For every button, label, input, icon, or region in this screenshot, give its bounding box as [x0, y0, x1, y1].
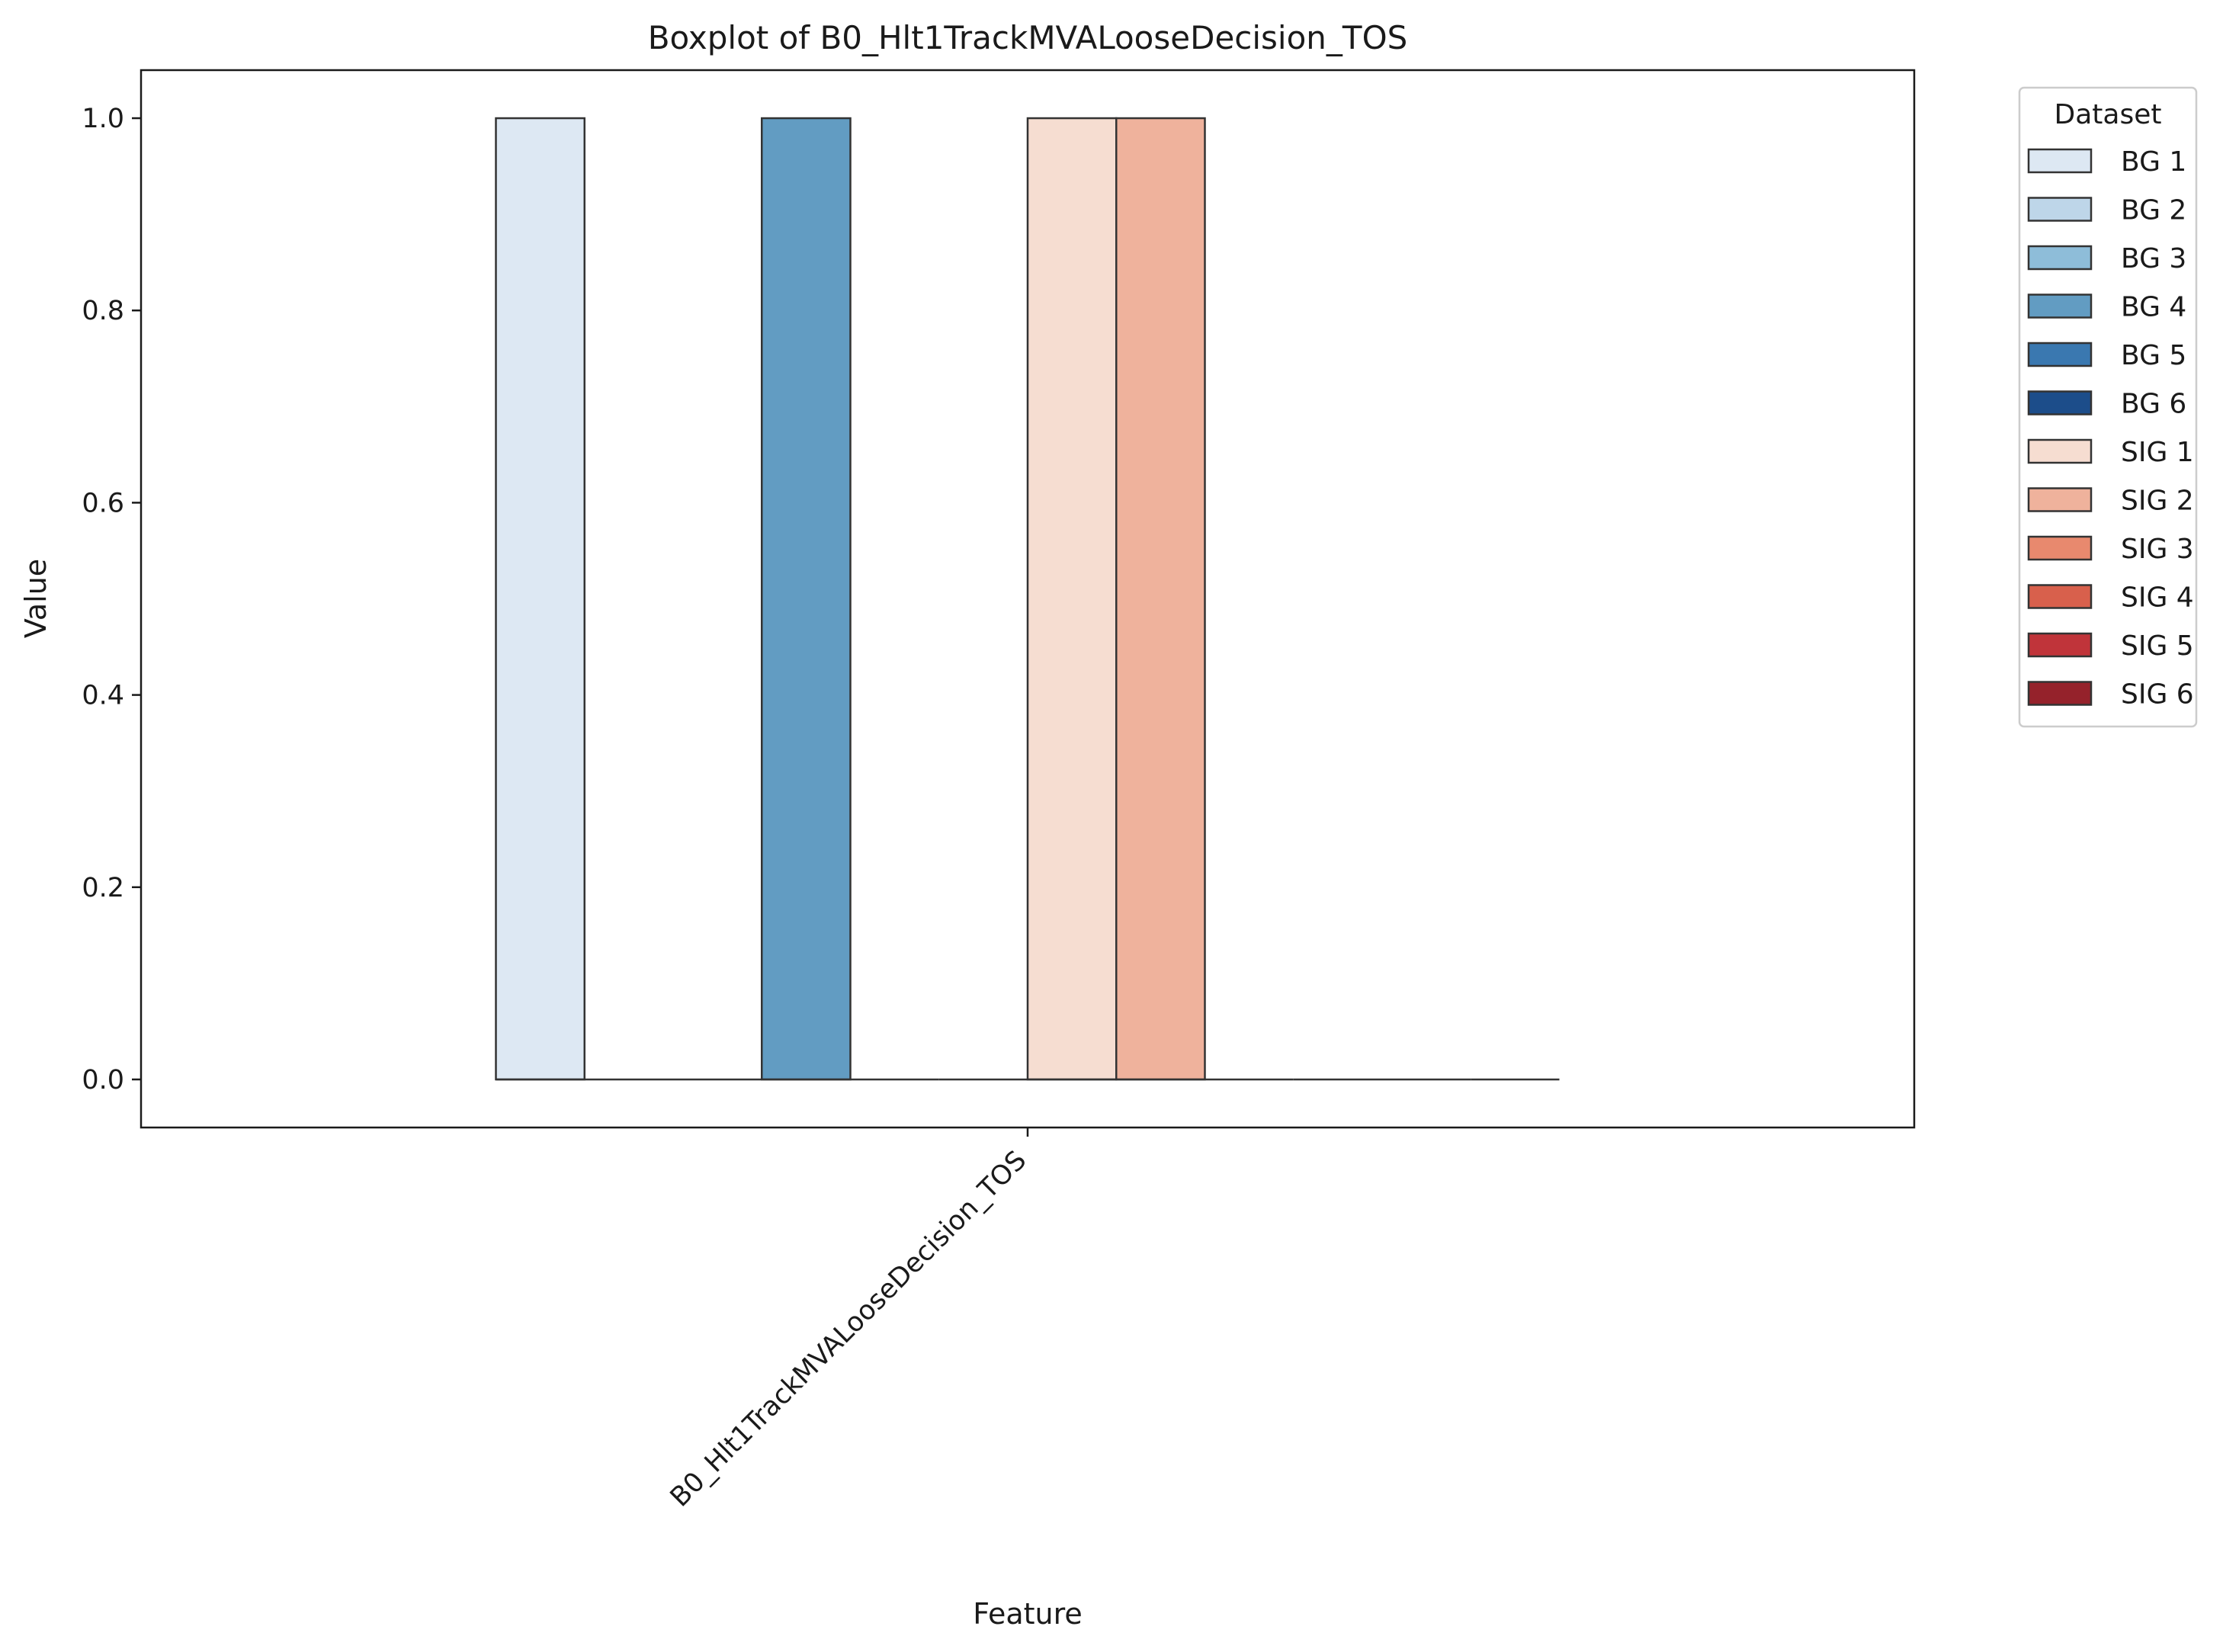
legend-label-sig-4: SIG 4 — [2121, 582, 2194, 614]
legend-swatch-sig-2 — [2027, 487, 2093, 512]
legend-label-sig-2: SIG 2 — [2121, 486, 2194, 517]
y-tick-label: 0.4 — [82, 681, 124, 711]
y-tick-label: 1.0 — [82, 104, 124, 134]
y-tick-label: 0.6 — [82, 488, 124, 518]
legend-label-bg-1: BG 1 — [2121, 146, 2186, 178]
legend-swatch-bg-2 — [2027, 197, 2093, 222]
y-axis-label: Value — [19, 559, 53, 638]
legend-swatch-bg-4 — [2027, 294, 2093, 319]
legend-swatch-bg-5 — [2027, 342, 2093, 367]
y-tick-label: 0.8 — [82, 296, 124, 326]
legend-swatch-sig-6 — [2027, 681, 2093, 706]
x-tick-label: B0_Hlt1TrackMVALooseDecision_TOS — [665, 1145, 1033, 1513]
box-bg-1 — [495, 117, 585, 1081]
y-tick-label: 0.2 — [82, 873, 124, 903]
legend-label-sig-1: SIG 1 — [2121, 437, 2194, 468]
legend-label-bg-3: BG 3 — [2121, 243, 2186, 274]
x-axis-label: Feature — [973, 1597, 1083, 1631]
legend-swatch-bg-3 — [2027, 245, 2093, 271]
legend-label-bg-6: BG 6 — [2121, 389, 2186, 420]
legend-title: Dataset — [2055, 99, 2162, 130]
legend-swatch-bg-1 — [2027, 148, 2093, 174]
legend-label-bg-4: BG 4 — [2121, 292, 2186, 323]
legend-label-sig-6: SIG 6 — [2121, 679, 2194, 711]
legend-swatch-bg-6 — [2027, 390, 2093, 415]
legend-swatch-sig-1 — [2027, 438, 2093, 464]
legend: Dataset BG 1 BG 2 BG 3 BG 4 BG 5 BG 6 SIG 1 SIG … — [2018, 86, 2198, 728]
legend-swatch-sig-5 — [2027, 632, 2093, 658]
chart-title: Boxplot of B0_Hlt1TrackMVALooseDecision_… — [648, 19, 1408, 56]
box-sig-1 — [1026, 117, 1118, 1081]
legend-swatch-sig-4 — [2027, 584, 2093, 609]
legend-swatch-sig-3 — [2027, 535, 2093, 561]
box-bg-4 — [761, 117, 852, 1081]
legend-label-sig-5: SIG 5 — [2121, 630, 2194, 662]
legend-label-bg-5: BG 5 — [2121, 340, 2186, 371]
plot-area — [495, 117, 1560, 1081]
box-sig-2 — [1115, 117, 1206, 1081]
legend-label-bg-2: BG 2 — [2121, 195, 2186, 226]
x-axis-ticks: B0_Hlt1TrackMVALooseDecision_TOS — [665, 1128, 1033, 1513]
y-tick-label: 0.0 — [82, 1065, 124, 1095]
legend-label-sig-3: SIG 3 — [2121, 534, 2194, 565]
y-axis-ticks: 0.0 0.2 0.4 0.6 0.8 1.0 — [82, 104, 141, 1095]
